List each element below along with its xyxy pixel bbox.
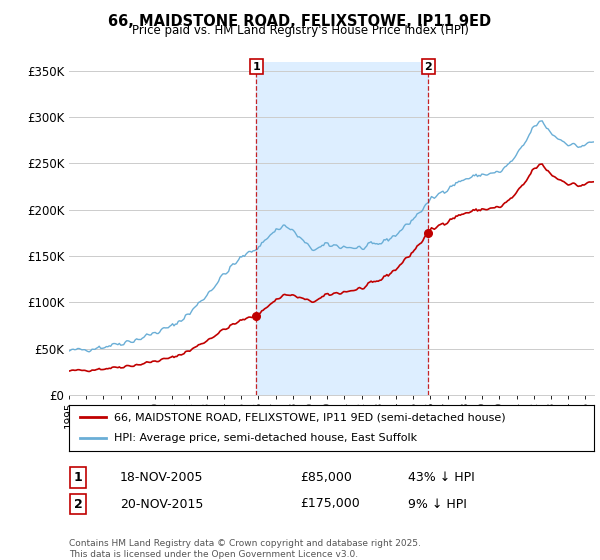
Text: 9% ↓ HPI: 9% ↓ HPI <box>408 497 467 511</box>
Text: 66, MAIDSTONE ROAD, FELIXSTOWE, IP11 9ED: 66, MAIDSTONE ROAD, FELIXSTOWE, IP11 9ED <box>109 14 491 29</box>
Text: Price paid vs. HM Land Registry's House Price Index (HPI): Price paid vs. HM Land Registry's House … <box>131 24 469 36</box>
Text: 18-NOV-2005: 18-NOV-2005 <box>120 471 203 484</box>
Text: 66, MAIDSTONE ROAD, FELIXSTOWE, IP11 9ED (semi-detached house): 66, MAIDSTONE ROAD, FELIXSTOWE, IP11 9ED… <box>113 412 505 422</box>
Text: 2: 2 <box>74 497 82 511</box>
Text: 2: 2 <box>425 62 432 72</box>
Text: £175,000: £175,000 <box>300 497 360 511</box>
Text: HPI: Average price, semi-detached house, East Suffolk: HPI: Average price, semi-detached house,… <box>113 433 417 443</box>
Text: 1: 1 <box>253 62 260 72</box>
Text: 20-NOV-2015: 20-NOV-2015 <box>120 497 203 511</box>
Text: £85,000: £85,000 <box>300 471 352 484</box>
Text: 43% ↓ HPI: 43% ↓ HPI <box>408 471 475 484</box>
Text: Contains HM Land Registry data © Crown copyright and database right 2025.
This d: Contains HM Land Registry data © Crown c… <box>69 539 421 559</box>
Bar <box>256 62 428 395</box>
Text: 1: 1 <box>74 471 82 484</box>
